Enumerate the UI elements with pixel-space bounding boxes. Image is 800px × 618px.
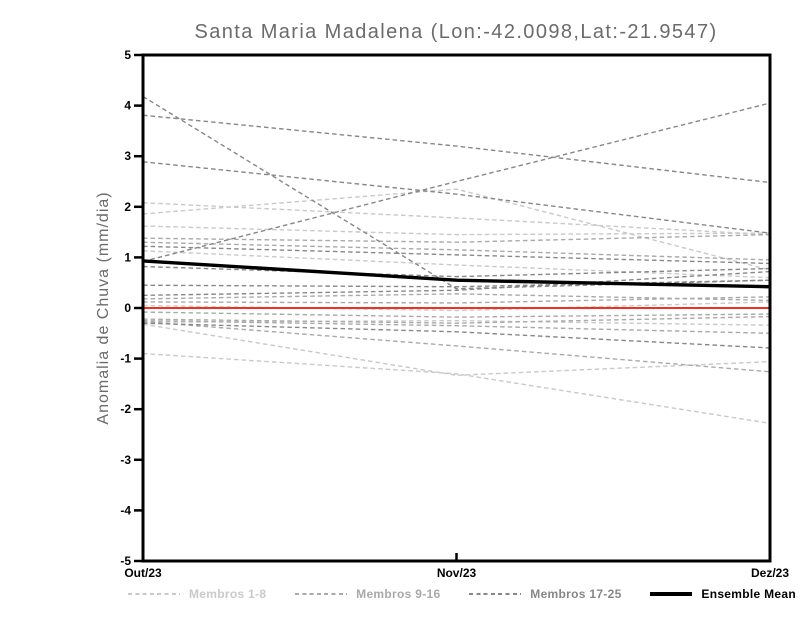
- y-tick-label: -3: [120, 453, 131, 467]
- ensemble-member-line-20: [142, 102, 771, 263]
- dashed-line-sample: [295, 593, 348, 595]
- ensemble-member-lines: [142, 95, 771, 425]
- ensemble-member-line-23: [142, 279, 771, 288]
- y-tick-label: -5: [120, 554, 131, 568]
- ensemble-member-line-4: [142, 250, 771, 279]
- legend: Membros 1-8 Membros 9-16 Membros 17-25 Ense…: [128, 586, 796, 602]
- y-tick-label: 1: [124, 250, 131, 264]
- legend-label: Membros 1-8: [189, 587, 267, 601]
- y-axis-label: Anomalia de Chuva (mm/dia): [95, 191, 112, 424]
- solid-line-sample: [650, 592, 693, 596]
- y-tick-label: 2: [124, 200, 131, 214]
- ensemble-member-line-21: [142, 245, 771, 265]
- highlight-lines: [142, 259, 771, 309]
- ensemble-member-line-7: [142, 323, 771, 377]
- ensemble-member-line-12: [142, 296, 771, 304]
- legend-item-membros-1-8: Membros 1-8: [128, 587, 266, 601]
- x-tick-label: Dez/23: [751, 566, 789, 580]
- ensemble-mean-line: [142, 259, 771, 289]
- legend-item-ensemble-mean: Ensemble Mean: [650, 587, 796, 601]
- legend-label: Membros 9-16: [356, 587, 441, 601]
- ensemble-member-line-17: [142, 95, 771, 290]
- ensemble-member-line-16: [142, 315, 771, 324]
- y-tick-label: 3: [124, 149, 131, 163]
- legend-item-membros-17-25: Membros 17-25: [469, 587, 621, 601]
- chart-title: Santa Maria Madalena (Lon:-42.0098,Lat:-…: [194, 21, 717, 43]
- y-tick-label: 4: [124, 99, 131, 113]
- dashed-line-sample: [469, 593, 522, 595]
- legend-label: Membros 17-25: [530, 587, 622, 601]
- ensemble-member-line-15: [142, 320, 771, 373]
- ensemble-member-line-5: [142, 301, 771, 312]
- ensemble-member-line-9: [142, 233, 771, 243]
- x-tick-label: Nov/23: [437, 566, 477, 580]
- ensemble-member-line-18: [142, 114, 771, 184]
- ensemble-member-line-25: [142, 322, 771, 349]
- ensemble-member-line-2: [142, 188, 771, 271]
- dashed-line-sample: [128, 593, 180, 595]
- ensemble-member-line-22: [142, 265, 771, 278]
- ensemble-member-line-10: [142, 241, 771, 261]
- ensemble-member-line-8: [142, 352, 771, 425]
- y-tick-label: -1: [120, 352, 131, 366]
- ensemble-member-line-3: [142, 225, 771, 236]
- ensemble-member-line-11: [142, 293, 771, 302]
- y-tick-label: 5: [124, 48, 131, 62]
- legend-label: Ensemble Mean: [701, 587, 796, 601]
- ensemble-member-line-24: [142, 270, 771, 297]
- legend-item-membros-9-16: Membros 9-16: [295, 587, 440, 601]
- x-tick-label: Out/23: [124, 566, 162, 580]
- ensemble-member-line-1: [142, 202, 771, 236]
- y-tick-label: 0: [124, 301, 131, 315]
- ensemble-member-line-19: [142, 161, 771, 234]
- ensemble-member-line-14: [142, 319, 771, 334]
- y-tick-label: -4: [120, 503, 131, 517]
- ensemble-member-line-13: [142, 311, 771, 318]
- y-tick-label: -2: [120, 402, 131, 416]
- ensemble-member-line-6: [142, 319, 771, 326]
